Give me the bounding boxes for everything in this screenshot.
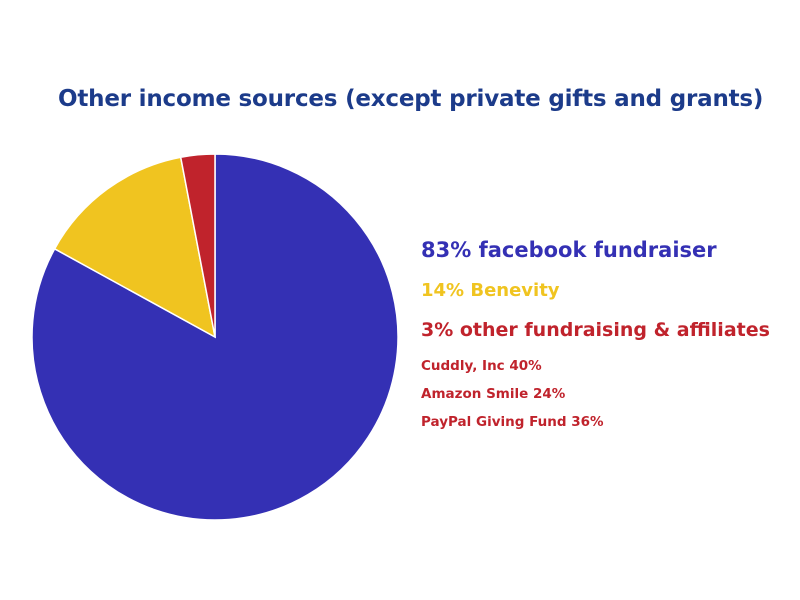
sub-item-paypal-giving: PayPal Giving Fund 36% <box>421 414 604 430</box>
pie-slice-benevity <box>53 156 217 339</box>
legend-other-fundraising: 3% other fundraising & affiliates <box>421 319 770 341</box>
pie-slice-other <box>179 153 216 338</box>
chart-title: Other income sources (except private gif… <box>58 86 764 112</box>
legend-facebook-fundraiser: 83% facebook fundraiser <box>421 238 717 262</box>
legend-benevity: 14% Benevity <box>421 280 560 301</box>
sub-item-amazon-smile: Amazon Smile 24% <box>421 386 566 402</box>
sub-item-cuddly: Cuddly, Inc 40% <box>421 358 542 374</box>
